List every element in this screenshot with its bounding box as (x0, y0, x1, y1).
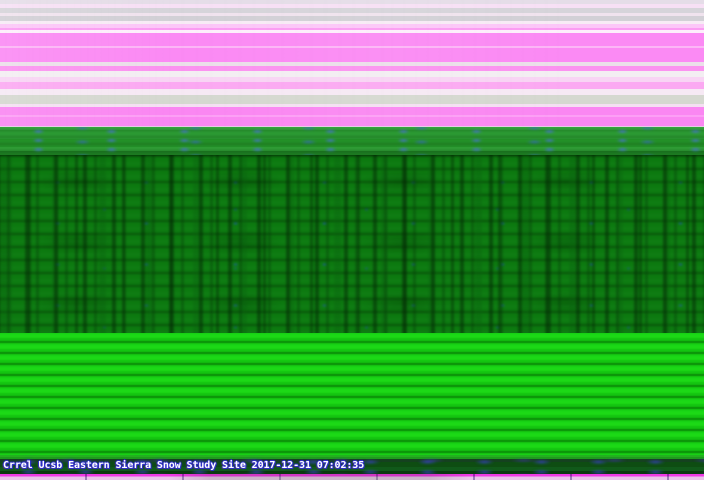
caption-text: Crrel Ucsb Eastern Sierra Snow Study Sit… (3, 460, 365, 471)
glitch-stripes-top (0, 0, 704, 127)
caption-bar-texture (0, 455, 704, 474)
scanline-texture (0, 333, 704, 455)
glitch-region-bright-green-scanlines (0, 333, 704, 455)
blue-speckle-texture (0, 127, 704, 155)
glitch-region-dark-green-noise (0, 155, 704, 333)
glitch-stripes-top-texture (0, 0, 704, 127)
bottom-edge-texture (0, 474, 704, 480)
caption-bar: Crrel Ucsb Eastern Sierra Snow Study Sit… (0, 455, 704, 474)
dark-green-noise-texture (0, 155, 704, 333)
glitch-band-green-upper (0, 127, 704, 155)
bottom-edge-strip (0, 474, 704, 480)
